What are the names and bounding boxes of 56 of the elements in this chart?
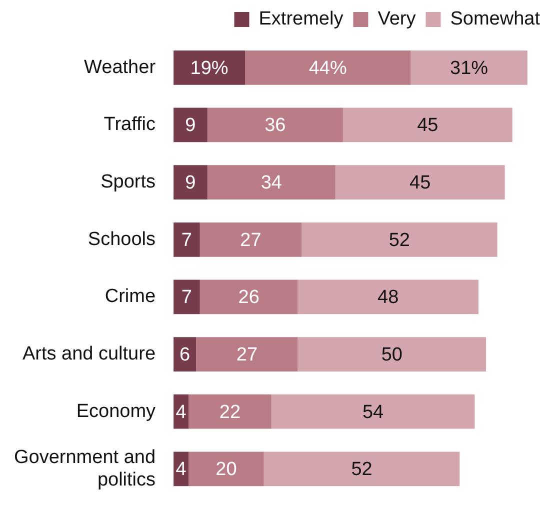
data-label: 45	[417, 115, 438, 136]
data-label: 7	[181, 230, 192, 251]
data-label: 9	[185, 172, 196, 194]
y-tick-label: Weather	[84, 56, 156, 78]
y-tick-label: Traffic	[104, 114, 156, 136]
data-label: 44%	[308, 58, 347, 79]
data-label: 9	[185, 115, 196, 136]
data-label: 52	[351, 459, 372, 480]
bar	[207, 165, 336, 200]
data-label: 22	[219, 402, 241, 423]
bar	[271, 394, 475, 429]
data-label: 6	[180, 344, 190, 366]
bar	[174, 165, 208, 200]
legend-label: Very	[378, 8, 416, 30]
y-tick-label: Sports	[100, 172, 156, 193]
data-label: 4	[176, 402, 187, 423]
y-tick-label: Crime	[104, 286, 156, 308]
y-tick-label: Economy	[76, 400, 156, 422]
data-label: 27	[236, 344, 258, 366]
y-tick-label: Government and politics	[14, 446, 156, 491]
bar	[410, 50, 528, 85]
data-label: 48	[378, 287, 399, 308]
bar	[174, 280, 200, 314]
bar	[342, 108, 512, 142]
y-tick-label: Schools	[88, 228, 156, 250]
y-tick-label: Arts and culture	[22, 344, 156, 365]
data-label: 4	[176, 459, 187, 480]
data-label: 19%	[190, 58, 228, 79]
data-label: 36	[264, 115, 286, 136]
data-label: 50	[381, 344, 402, 366]
data-label: 26	[238, 287, 260, 308]
legend-label: Extremely	[258, 8, 344, 30]
bar	[188, 452, 264, 486]
data-label: 45	[410, 172, 431, 194]
data-label: 7	[181, 287, 192, 308]
bar	[196, 337, 298, 372]
legend-label: Somewhat	[450, 8, 541, 30]
bar	[174, 50, 246, 85]
bar	[207, 108, 343, 142]
data-label: 54	[362, 402, 384, 423]
data-label: 34	[260, 172, 282, 194]
bar	[302, 222, 498, 257]
bar	[264, 452, 460, 486]
bar	[200, 222, 302, 257]
bar	[188, 394, 272, 429]
bar	[174, 108, 208, 142]
bar	[174, 222, 200, 257]
bar	[335, 165, 505, 200]
data-label: 31%	[450, 58, 488, 79]
bar	[245, 50, 411, 85]
data-label: 27	[240, 230, 262, 251]
bar	[298, 280, 478, 314]
data-label: 52	[388, 230, 410, 251]
bar	[200, 280, 298, 314]
bar	[298, 337, 486, 372]
data-label: 20	[216, 459, 237, 480]
